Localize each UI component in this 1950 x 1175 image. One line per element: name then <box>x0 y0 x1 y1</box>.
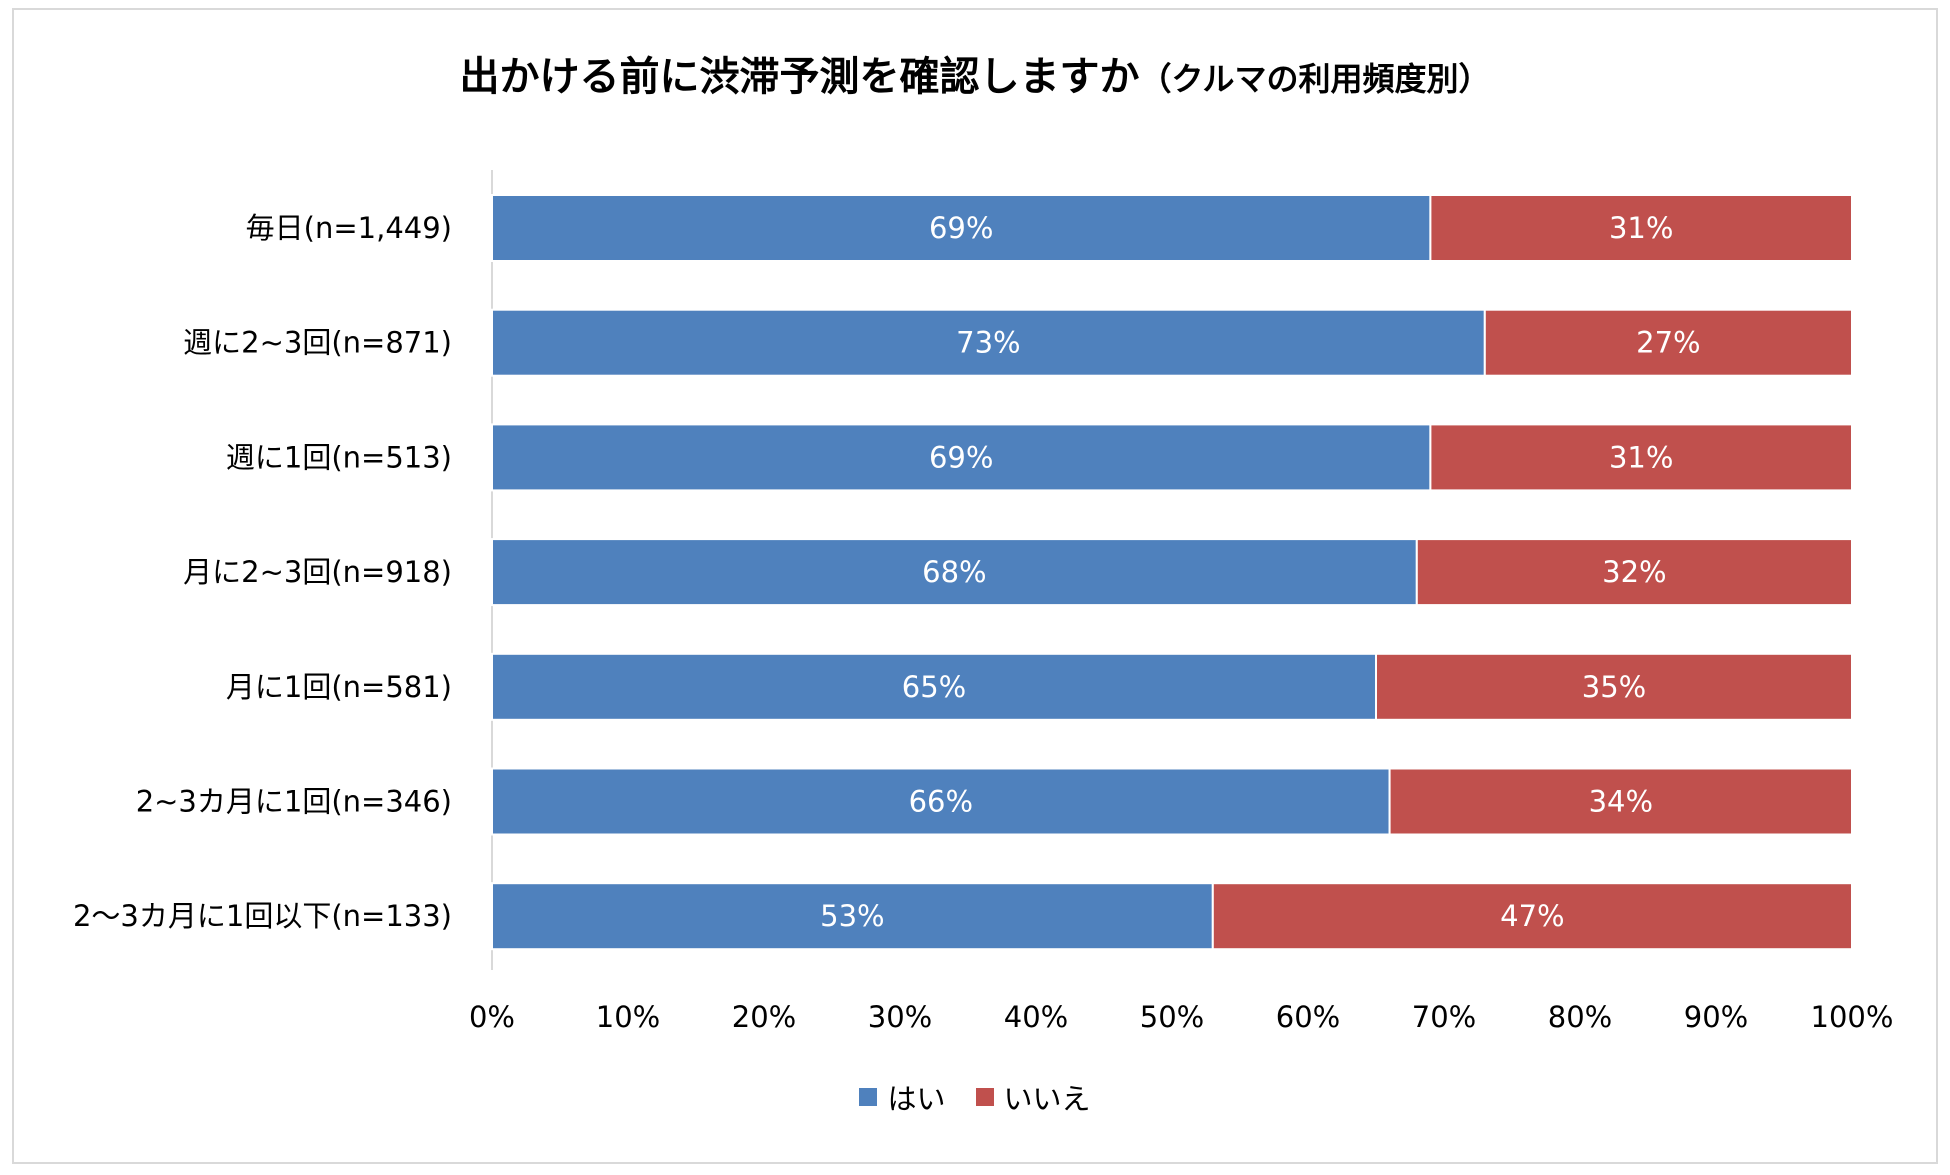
data-label-no: 47% <box>1500 899 1564 933</box>
bar-no <box>1483 308 1854 377</box>
data-label-yes: 69% <box>929 440 993 474</box>
x-tick-label: 90% <box>1684 1000 1748 1034</box>
x-tick-label: 100% <box>1811 1000 1894 1034</box>
x-tick-label: 50% <box>1140 1000 1204 1034</box>
category-label: 月に1回(n=581) <box>226 670 452 704</box>
bar-no <box>1388 767 1853 836</box>
bar-yes <box>491 423 1432 492</box>
legend-swatch-no <box>975 1088 994 1106</box>
category-label: 2~3カ月に1回(n=346) <box>136 785 452 819</box>
data-label-no: 32% <box>1602 555 1666 589</box>
legend-label-no: いいえ <box>1003 1082 1091 1116</box>
bar-no <box>1429 194 1854 262</box>
data-label-yes: 69% <box>929 211 993 245</box>
data-label-yes: 65% <box>902 670 966 704</box>
bar-no <box>1211 882 1854 951</box>
category-label: 2～3カ月に1回以下(n=133) <box>73 899 452 933</box>
x-tick-label: 60% <box>1276 1000 1340 1034</box>
bar-no <box>1375 652 1853 721</box>
category-label: 月に2~3回(n=918) <box>183 555 452 589</box>
data-label-no: 31% <box>1609 211 1673 245</box>
data-label-no: 34% <box>1589 785 1653 819</box>
data-label-yes: 73% <box>956 326 1020 360</box>
category-label: 毎日(n=1,449) <box>246 211 452 245</box>
legend-item-no: いいえ <box>975 1076 1091 1118</box>
x-tick-label: 70% <box>1412 1000 1476 1034</box>
legend: はい いいえ <box>0 1076 1950 1118</box>
data-label-no: 27% <box>1636 326 1700 360</box>
bar-yes <box>491 308 1486 377</box>
legend-label-yes: はい <box>887 1082 946 1116</box>
chart-title-main: 出かける前に渋滞予測を確認しますか <box>459 54 1140 100</box>
x-tick-label: 0% <box>469 1000 515 1034</box>
x-tick-label: 40% <box>1004 1000 1068 1034</box>
data-label-yes: 53% <box>820 899 884 933</box>
x-tick-label: 30% <box>868 1000 932 1034</box>
data-label-yes: 66% <box>909 785 973 819</box>
bar-yes <box>491 194 1432 262</box>
bar-no <box>1429 423 1854 492</box>
x-tick-label: 10% <box>596 1000 660 1034</box>
bar-yes <box>491 767 1391 836</box>
bar-no <box>1415 538 1854 607</box>
legend-item-yes: はい <box>859 1076 946 1118</box>
data-label-no: 35% <box>1582 670 1646 704</box>
x-tick-label: 20% <box>732 1000 796 1034</box>
chart-title-sub: （クルマの利用頻度別） <box>1139 60 1491 98</box>
data-label-yes: 68% <box>922 555 986 589</box>
data-label-no: 31% <box>1609 440 1673 474</box>
chart-title: 出かける前に渋滞予測を確認しますか（クルマの利用頻度別） <box>0 44 1950 102</box>
legend-swatch-yes <box>859 1088 878 1106</box>
x-tick-label: 80% <box>1548 1000 1612 1034</box>
category-label: 週に2~3回(n=871) <box>183 326 452 360</box>
bar-yes <box>491 882 1214 951</box>
category-label: 週に1回(n=513) <box>226 440 452 474</box>
